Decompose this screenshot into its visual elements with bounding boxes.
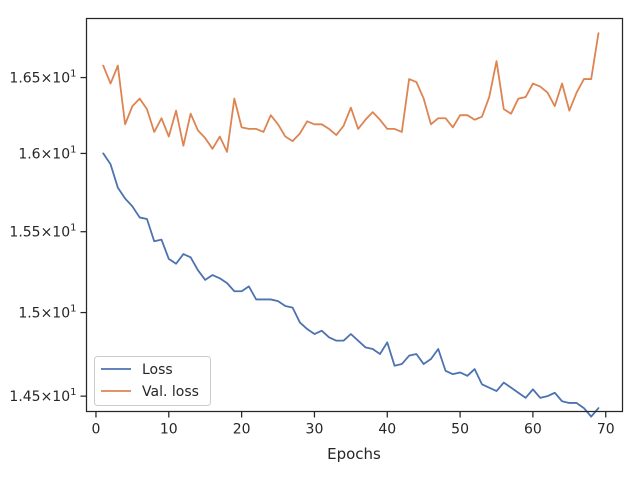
x-tick-label-40: 40 [378, 422, 396, 438]
y-tick-mantissa: 1.45×10 [9, 389, 70, 405]
x-axis: 0 10 20 30 40 50 60 70 [92, 411, 615, 438]
x-tick-label-30: 30 [306, 422, 324, 438]
series-layer [102, 32, 600, 418]
y-tick-exponent: 1 [70, 144, 76, 155]
y-tick-mantissa: 1.5×10 [18, 306, 70, 322]
x-tick-label-20: 20 [233, 422, 251, 438]
y-tick-exponent: 1 [70, 304, 76, 315]
y-tick-label-4: 1.65×101 [9, 69, 76, 87]
x-tick-label-10: 10 [160, 422, 178, 438]
y-tick-exponent: 1 [70, 69, 76, 80]
legend-label-val-loss: Val. loss [142, 384, 199, 400]
x-axis-label: Epochs [327, 445, 381, 463]
y-tick-label-3: 1.6×101 [18, 144, 76, 162]
y-tick-label-0: 1.45×101 [9, 387, 76, 405]
y-tick-label-1: 1.5×101 [18, 304, 76, 322]
legend: Loss Val. loss [94, 356, 211, 406]
legend-label-loss: Loss [142, 362, 173, 378]
y-tick-mantissa: 1.6×10 [18, 146, 70, 162]
y-tick-exponent: 1 [70, 223, 76, 234]
series-line-val-loss [102, 32, 600, 153]
x-tick-label-50: 50 [451, 422, 469, 438]
y-tick-exponent: 1 [70, 387, 76, 398]
y-tick-mantissa: 1.55×10 [9, 225, 70, 241]
y-tick-mantissa: 1.65×10 [9, 71, 70, 87]
series-line-loss [102, 152, 600, 418]
y-tick-label-2: 1.55×101 [9, 223, 76, 241]
x-tick-label-0: 0 [92, 422, 101, 438]
x-tick-label-70: 70 [597, 422, 615, 438]
axes-frame [85, 17, 624, 413]
x-tick-label-60: 60 [524, 422, 542, 438]
